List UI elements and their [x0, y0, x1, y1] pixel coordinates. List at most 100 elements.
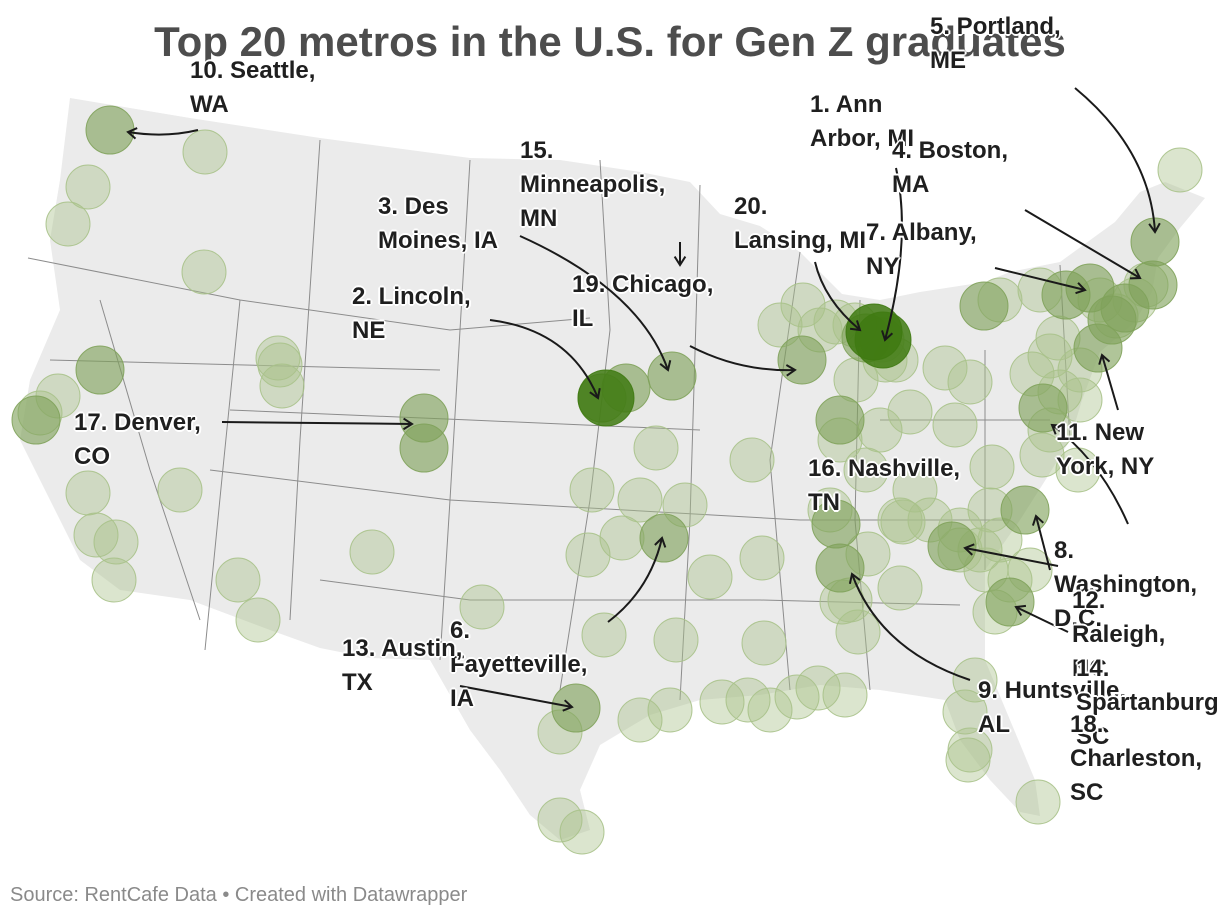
metro-label-line: NE — [352, 317, 386, 344]
metro-label-line: NY — [866, 253, 900, 280]
arrowhead — [589, 387, 601, 400]
metro-bubble — [559, 809, 605, 855]
metro-bubble — [1018, 383, 1068, 433]
metro-label-line: 1. Ann — [810, 91, 883, 118]
metro-label-line: 19. Chicago, — [572, 271, 714, 298]
metro-bubble — [181, 249, 227, 295]
metro-bubble — [780, 282, 826, 328]
metro-bubble — [843, 447, 889, 493]
metro-bubble — [235, 597, 281, 643]
chart-title: Top 20 metros in the U.S. for Gen Z grad… — [154, 18, 1066, 65]
metro-bubble — [599, 515, 645, 561]
metro-label-line: TN — [808, 489, 840, 516]
source-note: Source: RentCafe Data • Created with Dat… — [10, 884, 468, 906]
metro-bubble — [947, 359, 993, 405]
arrowhead — [963, 543, 975, 556]
metro-bubble — [835, 609, 881, 655]
metro-bubble — [1015, 779, 1061, 825]
metro-label: 5. Portland, ME — [930, 10, 1061, 78]
metro-bubble — [947, 727, 993, 773]
metro-label: 1. Ann Arbor, MI — [810, 88, 914, 156]
metro-bubble — [857, 407, 903, 453]
leader-line — [964, 547, 1059, 567]
metro-label-line: Arbor, MI — [810, 125, 915, 152]
metro-bubble — [459, 584, 505, 630]
metro-bubble — [815, 395, 865, 445]
metro-bubble — [1130, 217, 1180, 267]
leader-line — [689, 345, 796, 372]
metro-label-line: 2. Lincoln, — [352, 283, 471, 310]
metro-label: 9. Huntsville, AL — [978, 674, 1126, 742]
arrowhead — [848, 572, 861, 584]
leader-line — [1024, 209, 1141, 279]
metro-bubble — [739, 535, 785, 581]
metro-bubble — [399, 393, 449, 443]
leader-line — [1074, 87, 1156, 233]
arrowhead — [659, 360, 672, 372]
leader-line — [127, 129, 199, 136]
metro-bubble-top — [845, 303, 903, 361]
metro-label: 3. Des Moines, IA — [378, 190, 498, 258]
arrowhead — [126, 127, 138, 140]
metro-label-line: 3. Des — [378, 193, 449, 220]
metro-label-line: York, NY — [1056, 453, 1155, 480]
metro-bubble — [259, 363, 305, 409]
metro-bubble — [747, 687, 793, 733]
metro-bubble — [822, 672, 868, 718]
metro-label-line: 16. Nashville, — [808, 455, 961, 482]
metro-label-line: Spartanburg, — [1076, 689, 1220, 716]
metro-label-line: Minneapolis, — [520, 171, 666, 198]
leader-line — [607, 537, 663, 623]
metro-bubble — [729, 437, 775, 483]
metro-label-line: MA — [892, 171, 930, 198]
metro-label: 12. Raleigh, NC — [1072, 584, 1165, 686]
metro-bubble — [73, 512, 119, 558]
metro-bubble — [93, 519, 139, 565]
metro-label: 19. Chicago, IL — [572, 268, 713, 336]
metro-label: 14. Spartanburg, SC — [1076, 652, 1220, 754]
metro-bubble — [699, 679, 745, 725]
metro-bubble — [65, 164, 111, 210]
metro-bubble — [182, 129, 228, 175]
metro-bubble — [1019, 432, 1065, 478]
leader-line — [994, 267, 1086, 291]
metro-label-line: 12. — [1072, 587, 1106, 614]
metro-bubble — [1157, 147, 1203, 193]
leader-line — [814, 261, 861, 331]
metro-label-line: Fayetteville, — [450, 651, 588, 678]
metro-label: 4. Boston, MA — [892, 134, 1008, 202]
metro-bubble — [653, 617, 699, 663]
metro-bubble — [1027, 333, 1073, 379]
metro-bubble — [877, 497, 923, 543]
arrowhead — [673, 256, 687, 267]
metro-label: 10. Seattle, WA — [190, 54, 315, 122]
metro-label-line: TX — [342, 669, 373, 696]
metro-label-line: Moines, IA — [378, 227, 499, 254]
metro-bubble — [551, 683, 601, 733]
metro-label-line: 7. Albany, — [866, 219, 977, 246]
metro-label: 20. Lansing, MI — [734, 190, 866, 258]
metro-label-line: 5. Portland, — [930, 13, 1061, 40]
metro-bubble — [880, 499, 926, 545]
metro-label: 13. Austin, TX — [342, 632, 462, 700]
metro-bubble — [795, 665, 841, 711]
metro-bubble — [75, 345, 125, 395]
metro-label-line: 11. New — [1056, 419, 1145, 446]
metro-bubble — [927, 521, 977, 571]
metro-bubble — [892, 467, 938, 513]
metro-label-line: D.C. — [1054, 605, 1102, 632]
metro-label-line: 8. — [1054, 537, 1075, 564]
metro-label-line: Raleigh, — [1072, 621, 1166, 648]
metro-bubble — [687, 554, 733, 600]
metro-label-line: 18. — [1070, 711, 1104, 738]
metro-bubble — [952, 657, 998, 703]
metro-label-line: Charleston, — [1070, 745, 1203, 772]
arrowhead — [562, 699, 574, 712]
metro-bubble — [215, 557, 261, 603]
leader-line — [851, 573, 971, 681]
metro-label: 7. Albany, NY — [866, 216, 977, 284]
metro-label-line: 17. Denver, — [74, 409, 201, 436]
metro-label: 2. Lincoln, NE — [352, 280, 471, 348]
arrowhead — [1148, 222, 1161, 234]
leader-line — [1015, 606, 1069, 633]
